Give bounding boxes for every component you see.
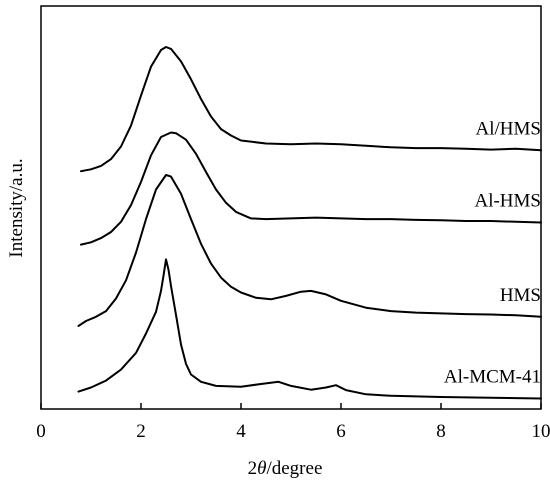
x-axis-label: 2θ/degree: [248, 458, 323, 479]
series-curves: [79, 47, 542, 399]
series-line-hms: [79, 175, 542, 326]
series-line-al-hms: [81, 47, 541, 171]
series-label: Al-HMS: [474, 191, 541, 212]
x-tick-label: 8: [436, 421, 446, 442]
x-axis-label-theta: θ: [257, 458, 266, 479]
x-axis-label-prefix: 2: [248, 458, 258, 479]
x-tick-label: 6: [336, 421, 346, 442]
x-axis-label-suffix: /degree: [266, 458, 322, 479]
series-labels: Al/HMS Al-HMS HMS Al-MCM-41: [444, 118, 541, 387]
series-label: Al-MCM-41: [444, 366, 541, 387]
x-tick-label: 10: [532, 421, 550, 442]
series-label: HMS: [500, 285, 541, 306]
x-tick-label: 0: [36, 421, 46, 442]
x-tick-label: 4: [236, 421, 246, 442]
plot-frame: [41, 6, 541, 409]
x-tick-label: 2: [136, 421, 146, 442]
series-label: Al/HMS: [476, 118, 541, 139]
y-axis-label: Intensity/a.u.: [6, 158, 27, 257]
